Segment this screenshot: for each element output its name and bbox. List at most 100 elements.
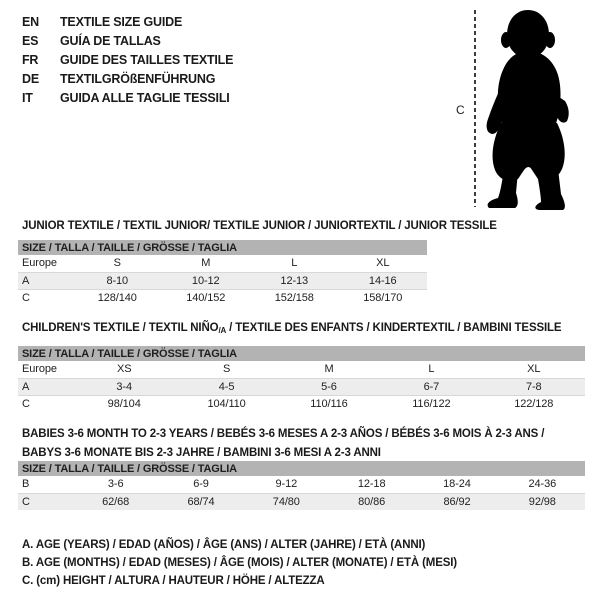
row-label-cell: Europe [18,255,73,273]
size-header-row: SIZE / TALLA / TAILLE / GRÖSSE / TAGLIA [18,240,427,255]
row-label-cell: A [18,272,73,290]
value-cell: 80/86 [328,493,415,510]
value-cell: 98/104 [107,397,141,410]
table-row: A 8-10 10-12 12-13 14-16 [18,272,427,290]
value-cell: 92/98 [499,493,585,510]
footnote-line: B. AGE (MONTHS) / EDAD (MESES) / ÂGE (MO… [22,557,457,569]
value-cell: 62/68 [73,493,159,510]
value-cell: M [161,255,250,273]
table-title-text: /A [218,326,227,335]
language-list: EN TEXTILE SIZE GUIDE ES GUÍA DE TALLAS FR GU… [22,12,233,107]
table-title-children: CHILDREN'S TEXTILE / TEXTIL NIÑO/A / TEX… [22,319,562,341]
value-cell: 74/80 [243,493,329,510]
size-header-cell: SIZE / TALLA / TAILLE / GRÖSSE / TAGLIA [18,346,585,361]
value-cell: 8-10 [73,272,162,290]
size-header-cell: SIZE / TALLA / TAILLE / GRÖSSE / TAGLIA [18,240,427,255]
value-cell: 12-13 [250,272,339,290]
value-cell: 3-6 [73,476,159,494]
language-code: IT [22,90,33,105]
table-title-line: CHILDREN'S TEXTILE / TEXTIL NIÑO/A / TEX… [22,319,562,341]
value-cell: S [73,255,162,273]
value-cell: 128/140 [97,291,137,304]
table-title-line: BABYS 3-6 MONATE BIS 2-3 JAHRE / BAMBINI… [22,444,544,463]
value-cell: 140/152 [186,291,226,304]
table-row: A 3-4 4-5 5-6 6-7 7-8 [18,378,585,396]
table-row: C 128/140 140/152 152/158 158/170 [18,289,427,306]
row-label-cell: A [18,378,73,396]
footnote-line: A. AGE (YEARS) / EDAD (AÑOS) / ÂGE (ANS)… [22,539,426,551]
footnote-line: C. (cm) HEIGHT / ALTURA / HAUTEUR / HÖHE… [22,575,325,587]
value-cell: 6-7 [380,378,483,396]
value-cell: M [277,361,381,379]
language-row: ES GUÍA DE TALLAS [22,31,233,50]
size-table-junior: SIZE / TALLA / TAILLE / GRÖSSE / TAGLIA E… [18,240,427,306]
language-label: GUÍA DE TALLAS [60,33,161,48]
language-label: TEXTILE SIZE GUIDE [60,14,183,29]
value-cell: 116/122 [412,397,451,410]
value-cell: 12-18 [328,476,415,494]
row-label-cell: C [22,397,30,410]
table-row: Europe S M L XL [18,255,427,273]
language-code: DE [22,71,39,86]
table-row: B 3-6 6-9 9-12 12-18 18-24 24-36 [18,476,585,494]
language-row: DE TEXTILGRÖßENFÜHRUNG [22,69,233,88]
value-cell: 104/110 [207,397,246,410]
value-cell: S [175,361,278,379]
table-title-text: JUNIOR TEXTILE / TEXTIL JUNIOR/ TEXTILE … [22,220,497,232]
value-cell: 158/170 [363,291,403,304]
value-cell: 4-5 [175,378,278,396]
footnote-list: A. AGE (YEARS) / EDAD (AÑOS) / ÂGE (ANS)… [22,536,457,590]
table-title-text: / TEXTILE DES ENFANTS / KINDERTEXTIL / B… [226,322,562,334]
value-cell: XS [73,361,176,379]
row-label-cell: C [18,493,73,510]
size-table-children: SIZE / TALLA / TAILLE / GRÖSSE / TAGLIA E… [18,346,585,412]
table-title-line: BABIES 3-6 MONTH TO 2-3 YEARS / BEBÉS 3-… [22,425,544,444]
value-cell: XL [338,255,427,273]
table-title-text: BABYS 3-6 MONATE BIS 2-3 JAHRE / BAMBINI… [22,446,381,459]
table-title-junior: JUNIOR TEXTILE / TEXTIL JUNIOR/ TEXTILE … [22,217,497,236]
row-label-cell: C [22,291,30,304]
language-label: GUIDA ALLE TAGLIE TESSILI [60,90,230,105]
value-cell: 122/128 [514,397,554,410]
language-row: EN TEXTILE SIZE GUIDE [22,12,233,31]
value-cell: XL [482,361,585,379]
value-cell: L [380,361,483,379]
row-label-cell: B [18,476,73,494]
value-cell: 24-36 [499,476,585,494]
height-measure-label: C [456,103,465,117]
value-cell: 18-24 [414,476,500,494]
value-cell: 10-12 [161,272,250,290]
language-label: GUIDE DES TAILLES TEXTILE [60,52,234,67]
value-cell: 9-12 [243,476,329,494]
table-title-text: BABIES 3-6 MONTH TO 2-3 YEARS / BEBÉS 3-… [22,428,545,440]
language-label: TEXTILGRÖßENFÜHRUNG [60,71,216,86]
size-header-cell: SIZE / TALLA / TAILLE / GRÖSSE / TAGLIA [18,461,585,476]
value-cell: 3-4 [73,378,176,396]
value-cell: 152/158 [274,291,314,304]
size-header-row: SIZE / TALLA / TAILLE / GRÖSSE / TAGLIA [18,346,585,361]
value-cell: 6-9 [158,476,244,494]
value-cell: 7-8 [482,378,585,396]
size-header-row: SIZE / TALLA / TAILLE / GRÖSSE / TAGLIA [18,461,585,476]
table-row: C 98/104 104/110 110/116 116/122 122/128 [18,395,585,412]
table-title-line: JUNIOR TEXTILE / TEXTIL JUNIOR/ TEXTILE … [22,217,497,236]
table-row: Europe XS S M L XL [18,361,585,379]
table-title-text: CHILDREN'S TEXTILE / TEXTIL NIÑO [22,322,219,334]
value-cell: 110/116 [310,397,348,410]
toddler-silhouette-icon [486,10,569,210]
language-row: IT GUIDA ALLE TAGLIE TESSILI [22,88,233,107]
language-row: FR GUIDE DES TAILLES TEXTILE [22,50,233,69]
height-measure-dashed-line [474,10,476,207]
value-cell: L [250,255,339,273]
value-cell: 14-16 [338,272,427,290]
row-label-cell: Europe [18,361,73,379]
language-code: FR [22,52,39,67]
value-cell: 86/92 [414,493,500,510]
table-row: C 62/68 68/74 74/80 80/86 86/92 92/98 [18,493,585,510]
language-code: EN [22,14,39,29]
value-cell: 68/74 [158,493,244,510]
size-table-babies: SIZE / TALLA / TAILLE / GRÖSSE / TAGLIA B… [18,461,585,510]
table-title-babies: BABIES 3-6 MONTH TO 2-3 YEARS / BEBÉS 3-… [22,425,544,462]
language-code: ES [22,33,39,48]
